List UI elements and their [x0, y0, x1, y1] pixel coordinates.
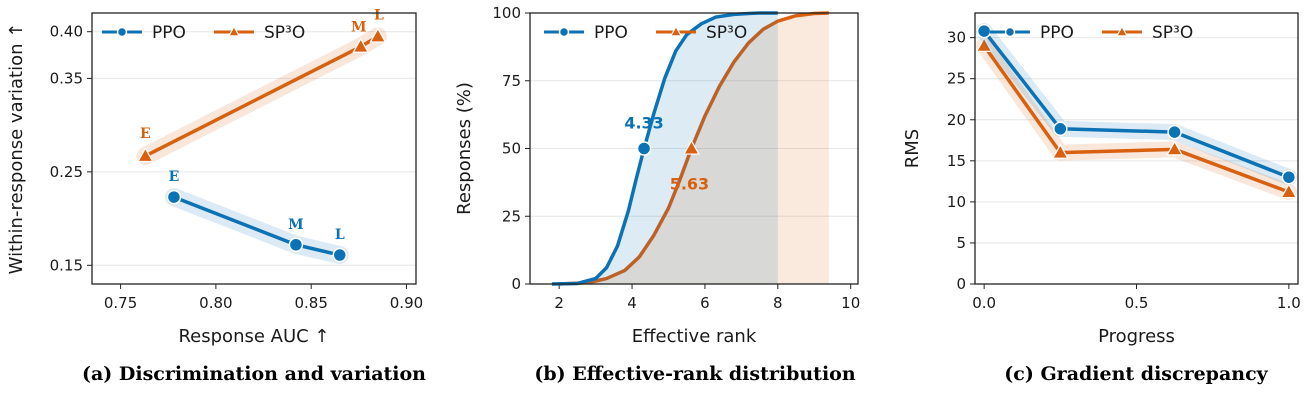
legend-marker [1004, 26, 1016, 38]
legend-label: PPO [594, 23, 628, 43]
legend-entry-ppo: PPO [544, 23, 628, 43]
y-tick-label: 0 [511, 275, 521, 293]
y-tick-label: 0.40 [50, 23, 83, 41]
x-tick-label: 6 [700, 294, 710, 312]
x-axis-label: Effective rank [632, 326, 757, 347]
legend-marker [558, 26, 570, 38]
y-tick-label: 0.15 [50, 256, 83, 274]
point-label: M [351, 20, 367, 36]
median-marker [683, 139, 700, 155]
panel-b-effective-rank: 0 25 50 75 100 2 4 6 8 10 Effective rank Responses … [454, 4, 860, 347]
legend-marker [669, 25, 683, 37]
y-tick-label: 20 [947, 111, 966, 129]
series-ppo [551, 11, 778, 286]
data-point [1053, 121, 1068, 137]
area-fill [551, 13, 778, 284]
legend-entry-sp3o: SP³O [214, 23, 305, 43]
legend-entry-sp3o: SP³O [656, 23, 747, 43]
legend-marker [227, 25, 241, 37]
plot-frame [974, 12, 1299, 285]
data-point [1281, 169, 1297, 185]
series-line [982, 44, 1290, 194]
legend-marker [116, 26, 128, 38]
cdf-line [551, 11, 778, 286]
data-point [166, 189, 182, 205]
y-tick-label: 10 [947, 193, 966, 211]
data-point [1051, 143, 1069, 159]
data-point [136, 147, 154, 163]
data-point [352, 37, 370, 53]
series-ppo: E M L [164, 169, 349, 265]
y-tick-label: 0.25 [50, 163, 83, 181]
legend-label: SP³O [706, 23, 747, 43]
y-tick-label: 25 [502, 207, 521, 225]
data-point [1280, 183, 1298, 199]
y-tick-label: 30 [947, 29, 966, 47]
y-axis-label: Responses (%) [454, 82, 475, 215]
x-tick-label: 0.5 [1125, 294, 1149, 312]
y-tick-label: 25 [947, 70, 966, 88]
point-label: L [374, 7, 384, 23]
x-tick-label: 10 [841, 294, 860, 312]
y-tick-label: 5 [956, 234, 966, 252]
median-marker [636, 141, 652, 156]
legend-entry-sp3o: SP³O [1102, 23, 1193, 43]
panel-c-gradient-discrepancy: 0 5 10 15 20 25 30 0.0 0.5 1.0 Progress RMS PPO SP³O [902, 12, 1301, 347]
legend-entry-ppo: PPO [990, 23, 1074, 43]
series-ppo [976, 23, 1297, 186]
data-point [369, 27, 387, 43]
x-tick-label: 0.80 [199, 294, 232, 312]
legend-label: PPO [152, 23, 186, 43]
data-point [332, 247, 348, 263]
cdf-line [559, 11, 829, 286]
x-tick-label: 0.90 [390, 294, 423, 312]
x-tick-label: 0.75 [104, 294, 137, 312]
panel-a-discrimination: 0.15 0.25 0.35 0.40 0.75 0.80 0.85 0.90 Response… [6, 7, 423, 347]
y-tick-label: 75 [502, 72, 521, 90]
plot-frame [91, 12, 417, 285]
data-point [1166, 140, 1184, 156]
y-tick-label: 50 [502, 140, 521, 158]
legend-label: PPO [1040, 23, 1074, 43]
data-point [288, 237, 304, 253]
legend-marker [1115, 25, 1129, 37]
x-tick-label: 1.0 [1277, 294, 1301, 312]
x-tick-label: 0.0 [972, 294, 996, 312]
caption-c: (c) Gradient discrepancy [1004, 363, 1268, 385]
legend-label: SP³O [1152, 23, 1193, 43]
data-point [1167, 124, 1182, 140]
plot-frame [529, 12, 859, 285]
series-line [144, 34, 379, 158]
x-tick-label: 0.85 [294, 294, 327, 312]
x-axis-label: Response AUC ↑ [178, 326, 329, 347]
y-tick-label: 15 [947, 152, 966, 170]
y-tick-label: 0.35 [50, 69, 83, 87]
median-label: 4.33 [624, 114, 663, 133]
series-sp3o: E ML [136, 7, 387, 165]
legend-entry-ppo: PPO [102, 23, 186, 43]
y-tick-label: 0 [956, 275, 966, 293]
point-label: E [169, 169, 180, 185]
x-axis-label: Progress [1098, 326, 1175, 347]
data-point [976, 23, 992, 39]
median-label: 5.63 [670, 175, 709, 194]
x-tick-label: 8 [773, 294, 783, 312]
x-tick-label: 2 [554, 294, 564, 312]
y-tick-label: 100 [492, 4, 521, 22]
series-line [982, 29, 1290, 179]
x-tick-label: 4 [627, 294, 637, 312]
y-axis-label: Within-response variation ↑ [6, 23, 27, 275]
point-label: L [335, 227, 345, 243]
point-label: E [140, 126, 151, 142]
series-sp3o [975, 36, 1298, 201]
y-axis-label: RMS [902, 129, 923, 168]
caption-a: (a) Discrimination and variation [82, 363, 426, 385]
legend-label: SP³O [264, 23, 305, 43]
caption-b: (b) Effective-rank distribution [534, 363, 856, 385]
point-label: M [288, 217, 304, 233]
data-point [975, 36, 993, 53]
confidence-band [976, 37, 1297, 201]
